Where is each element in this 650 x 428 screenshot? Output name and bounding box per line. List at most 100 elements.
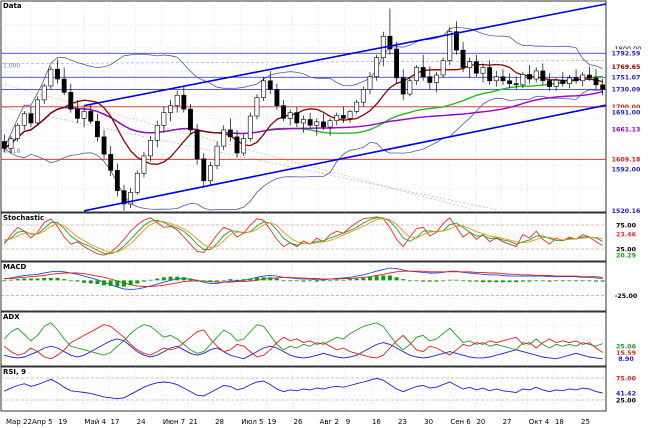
candle-body: [500, 76, 506, 82]
value-label: 1730.09: [612, 87, 641, 94]
x-tick-label: 20: [476, 418, 485, 426]
histogram-bar: [8, 279, 13, 281]
candle-body: [407, 80, 413, 95]
histogram-bar: [215, 280, 220, 282]
histogram-bar: [82, 280, 87, 283]
histogram-bar: [361, 277, 366, 281]
candle-body: [400, 77, 406, 95]
value-label-bg: [610, 165, 642, 173]
histogram-bar: [148, 279, 153, 281]
value-label-bg: [610, 62, 642, 71]
panel-title: ADX: [3, 313, 20, 321]
candle-body: [41, 85, 47, 101]
histogram-bar: [221, 280, 226, 282]
panel-title: Stochastic: [3, 214, 44, 222]
value-label-bg: [614, 251, 638, 259]
value-label-bg: [614, 374, 638, 382]
histogram-bar: [387, 275, 392, 281]
candle-body: [234, 136, 240, 154]
series-slow: [4, 217, 603, 253]
value-label-bg: [610, 125, 642, 133]
x-tick-label: 18: [555, 418, 564, 426]
candle-body: [35, 99, 40, 124]
candle-body: [274, 89, 280, 106]
panel-title: Data: [3, 2, 22, 10]
candle-body: [247, 115, 253, 139]
candle-body: [148, 140, 154, 157]
histogram-bar: [55, 277, 60, 281]
candle-body: [354, 101, 360, 112]
candle-body: [261, 80, 267, 98]
histogram-bar: [540, 280, 545, 282]
histogram-bar: [401, 279, 406, 281]
candle-body: [387, 35, 393, 50]
x-tick-label: 19: [58, 418, 67, 426]
candle-body: [533, 70, 539, 80]
candle-body: [28, 113, 34, 124]
histogram-bar: [487, 280, 492, 283]
value-label: 25.06: [616, 344, 637, 351]
candle-body: [21, 113, 27, 126]
ma-fast-line: [3, 63, 603, 165]
candle-body: [201, 158, 207, 182]
candle-body: [75, 108, 80, 119]
candle-body: [427, 76, 433, 83]
histogram-bar: [15, 279, 20, 281]
candle-body: [520, 74, 526, 86]
histogram-bar: [168, 276, 173, 281]
value-label: 25.00: [616, 397, 637, 404]
candle-body: [254, 97, 260, 117]
histogram-bar: [421, 280, 426, 282]
histogram-bar: [514, 280, 519, 283]
value-label-bg: [610, 107, 642, 116]
histogram-bar: [75, 280, 80, 282]
x-tick-label: Мар 22: [6, 418, 32, 426]
value-label: 20.29: [616, 253, 636, 260]
value-label-bg: [616, 354, 636, 363]
series-dmi_plus: [3, 322, 603, 356]
x-axis: Мар 22 Апр 5 19 Май 4 17 24 Июн 7 21 28 Июл 5 19 26…: [6, 418, 590, 426]
histogram-bar: [554, 280, 559, 282]
value-label-bg: [610, 206, 642, 215]
panel-grid: [1, 367, 606, 411]
histogram-bar: [348, 279, 353, 281]
candle-body: [81, 111, 87, 119]
x-tick-label: Окт 4: [529, 418, 550, 426]
candle-body: [128, 192, 134, 205]
x-tick-label: 26: [294, 418, 303, 426]
histogram-bar: [281, 280, 286, 282]
candle-body: [507, 80, 513, 84]
candle-body: [281, 105, 286, 119]
candle-body: [108, 153, 114, 171]
value-label: 1592.00: [612, 167, 641, 174]
value-label: 1700.00: [612, 104, 641, 111]
histogram-bar: [161, 277, 166, 281]
histogram-bar: [175, 276, 180, 281]
histogram-bar: [308, 280, 313, 282]
histogram-bar: [381, 275, 386, 281]
x-tick-label: Авг 2: [320, 418, 339, 426]
histogram-bar: [334, 279, 339, 281]
histogram-bar: [367, 276, 372, 281]
series-dmi_minus: [4, 324, 603, 360]
histogram-bar: [434, 280, 439, 282]
histogram-bar: [35, 278, 40, 281]
series-rsi: [4, 377, 603, 400]
value-label-bg: [610, 102, 642, 111]
macd-histogram: [2, 275, 605, 287]
fib-line: [0, 106, 497, 210]
y-tick-label: 1800.00: [615, 45, 642, 53]
x-tick-label: 16: [372, 418, 381, 426]
histogram-bar: [88, 280, 93, 284]
x-tick-label: Апр 5: [32, 418, 53, 426]
candle-body: [15, 124, 21, 139]
histogram-bar: [188, 278, 193, 281]
histogram-bar: [108, 280, 113, 286]
candle-body: [434, 74, 439, 83]
candle-body: [301, 119, 306, 124]
histogram-bar: [294, 280, 299, 282]
candle-body: [420, 67, 426, 78]
